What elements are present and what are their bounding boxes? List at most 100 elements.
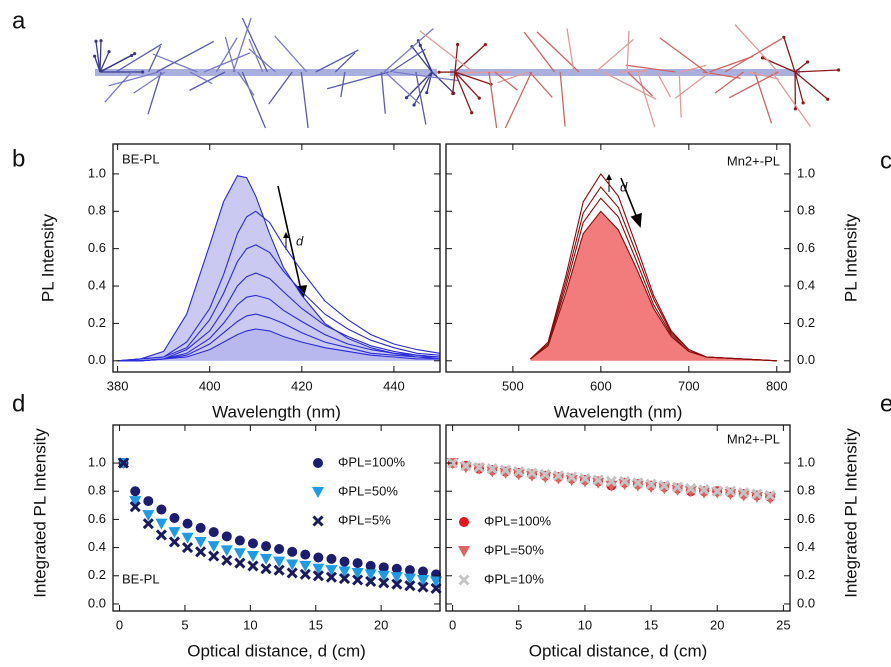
x-tick-label: 15 bbox=[309, 617, 323, 632]
spectrum-line bbox=[117, 175, 441, 362]
point bbox=[416, 575, 429, 586]
point bbox=[352, 574, 364, 586]
y-tick-label: 0.2 bbox=[797, 567, 815, 582]
x-axis-title: Wavelength (nm) bbox=[212, 402, 341, 421]
ray bbox=[237, 71, 255, 96]
legend-label: ΦPL=5% bbox=[338, 512, 391, 527]
point bbox=[130, 486, 141, 497]
ray bbox=[413, 71, 433, 106]
x-tick-label: 5 bbox=[181, 617, 188, 632]
point bbox=[391, 578, 403, 590]
point bbox=[260, 563, 272, 575]
point bbox=[486, 466, 499, 478]
point bbox=[592, 474, 604, 486]
ray bbox=[618, 70, 648, 73]
ray bbox=[419, 45, 433, 73]
ray bbox=[393, 71, 459, 82]
point bbox=[168, 527, 181, 539]
y-tick-label: 0.6 bbox=[797, 511, 815, 526]
ray bbox=[523, 31, 556, 73]
point bbox=[287, 546, 298, 557]
y-tick-label: 0.6 bbox=[88, 240, 106, 255]
point bbox=[220, 545, 233, 557]
point bbox=[247, 538, 258, 549]
x-axis-title: Optical distance, d (cm) bbox=[187, 641, 366, 660]
x-tick-label: 380 bbox=[107, 378, 129, 393]
point bbox=[724, 485, 737, 497]
y-tick-label: 0.8 bbox=[797, 483, 815, 498]
point bbox=[404, 565, 415, 576]
y-tick-label: 0.0 bbox=[797, 595, 815, 610]
plot bbox=[530, 172, 777, 362]
point bbox=[645, 482, 658, 493]
point bbox=[208, 550, 220, 562]
ray bbox=[147, 45, 162, 73]
ray bbox=[99, 54, 132, 73]
point bbox=[671, 481, 684, 493]
area bbox=[530, 211, 777, 361]
ray-tip bbox=[760, 56, 765, 60]
point bbox=[274, 544, 285, 554]
ray bbox=[115, 43, 163, 73]
ray-tip bbox=[806, 60, 810, 64]
point bbox=[194, 536, 207, 548]
point bbox=[286, 559, 299, 571]
point bbox=[182, 518, 193, 529]
plot bbox=[117, 175, 441, 362]
ray bbox=[454, 44, 486, 73]
spectrum-line bbox=[117, 313, 441, 362]
point bbox=[325, 565, 338, 577]
point bbox=[671, 484, 684, 496]
plot: ΦPL=100% ΦPL=50% ΦPL=10% bbox=[446, 457, 777, 586]
ray-tip bbox=[451, 91, 455, 96]
point bbox=[129, 496, 142, 508]
point bbox=[645, 478, 657, 490]
ray-tip bbox=[477, 96, 481, 100]
panel-label: c bbox=[880, 147, 891, 174]
point bbox=[764, 493, 777, 505]
ray-tip bbox=[94, 39, 98, 43]
point bbox=[526, 470, 538, 482]
point bbox=[207, 541, 220, 553]
point bbox=[221, 531, 232, 542]
point bbox=[260, 553, 273, 565]
point bbox=[658, 480, 670, 492]
point bbox=[698, 487, 710, 499]
annotation: Mn2+-PL bbox=[727, 153, 780, 168]
point bbox=[499, 464, 512, 476]
ray bbox=[461, 71, 512, 74]
panel-label: b bbox=[12, 145, 25, 172]
ray bbox=[340, 71, 346, 98]
x-tick-label: 20 bbox=[710, 617, 724, 632]
legend-label: ΦPL=50% bbox=[338, 483, 398, 498]
arrow bbox=[277, 185, 302, 291]
x-axis-title: Wavelength (nm) bbox=[554, 402, 683, 421]
ray bbox=[268, 71, 293, 105]
spectrum-line bbox=[117, 294, 440, 362]
ray bbox=[156, 40, 215, 73]
ray-tip bbox=[93, 54, 97, 58]
point bbox=[261, 541, 272, 552]
ray bbox=[241, 71, 266, 129]
ray bbox=[627, 71, 653, 97]
x-tick-label: 15 bbox=[644, 617, 658, 632]
point bbox=[684, 486, 697, 498]
point bbox=[378, 562, 389, 573]
ray bbox=[559, 71, 566, 127]
ray bbox=[494, 71, 518, 91]
spectrum-line bbox=[117, 244, 441, 362]
point bbox=[592, 477, 605, 489]
ray bbox=[659, 37, 707, 73]
ray-tip bbox=[412, 103, 416, 107]
point bbox=[168, 536, 181, 548]
ray bbox=[595, 38, 634, 73]
point bbox=[566, 471, 578, 483]
y-tick-label: 0.4 bbox=[797, 539, 815, 554]
point bbox=[300, 549, 311, 560]
ray bbox=[326, 71, 389, 90]
point bbox=[312, 563, 325, 575]
point bbox=[578, 476, 591, 488]
point bbox=[486, 463, 498, 475]
y-tick-label: 0.2 bbox=[88, 567, 106, 582]
point bbox=[750, 491, 763, 503]
